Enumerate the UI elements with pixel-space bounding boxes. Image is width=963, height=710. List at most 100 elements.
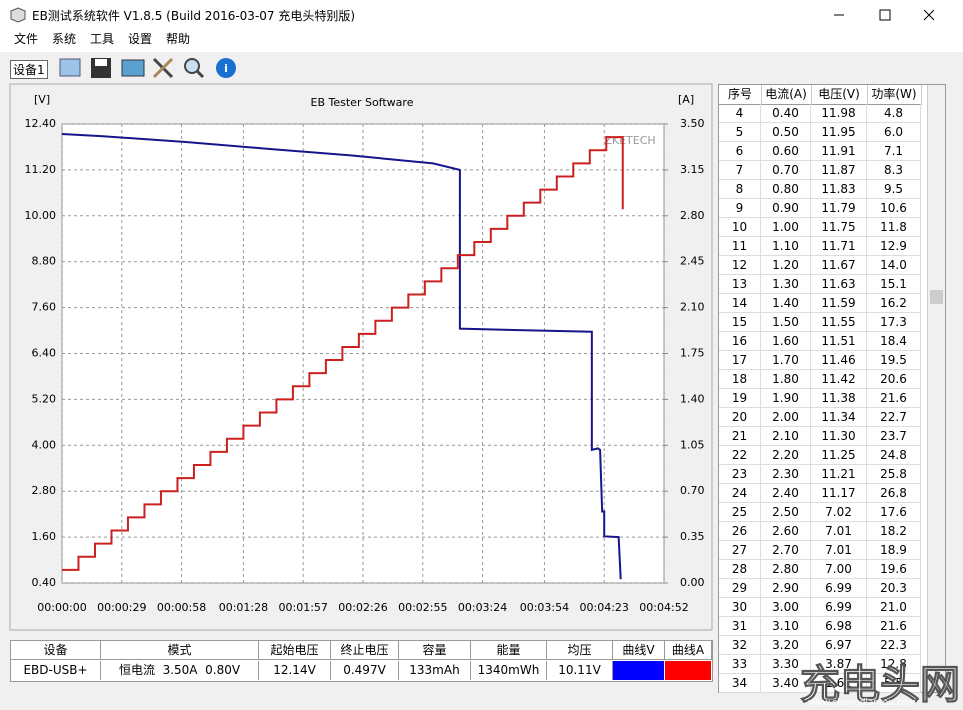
watermark-logo: 充电头网 xyxy=(800,662,961,709)
x-tick-label: 00:04:52 xyxy=(639,601,688,614)
table-cell: 15 xyxy=(719,313,761,332)
table-cell: 10.6 xyxy=(867,199,921,218)
scrollbar[interactable] xyxy=(927,85,945,692)
x-tick-label: 00:02:26 xyxy=(338,601,387,614)
table-cell: 11.79 xyxy=(811,199,867,218)
menu-item[interactable]: 系统 xyxy=(52,32,77,46)
table-cell: 11.71 xyxy=(811,237,867,256)
table-header: 电压(V) xyxy=(811,85,868,105)
table-cell: 2.40 xyxy=(761,484,811,503)
table-cell: 5 xyxy=(719,123,761,142)
menu-item[interactable]: 帮助 xyxy=(166,32,191,46)
y-tick-label: 2.80 xyxy=(32,484,57,497)
watermark-url: www.chongdiantou.com xyxy=(808,698,916,708)
x-tick-label: 00:02:55 xyxy=(398,601,447,614)
y2-tick-label: 2.80 xyxy=(680,209,705,222)
table-header: 模式 xyxy=(101,641,259,660)
table-cell: 25.8 xyxy=(867,465,921,484)
table-cell: 11.25 xyxy=(811,446,867,465)
table-cell: 14 xyxy=(719,294,761,313)
table-cell: 3.40 xyxy=(761,674,811,693)
table-cell: 11.38 xyxy=(811,389,867,408)
y-tick-label: 1.60 xyxy=(32,530,57,543)
table-cell: 1.00 xyxy=(761,218,811,237)
table-cell: 23.7 xyxy=(867,427,921,446)
y-tick-label: 11.20 xyxy=(25,163,57,176)
y2-tick-label: 0.70 xyxy=(680,484,705,497)
table-cell: 1.60 xyxy=(761,332,811,351)
y2-tick-label: 3.15 xyxy=(680,163,705,176)
y2-tick-label: 1.40 xyxy=(680,392,705,405)
table-cell: 3.20 xyxy=(761,636,811,655)
table-cell: 恒电流 3.50A 0.80V xyxy=(101,661,259,680)
table-cell: 17.6 xyxy=(867,503,921,522)
y-tick-label: 5.20 xyxy=(32,392,57,405)
table-cell: 6.98 xyxy=(811,617,867,636)
table-cell: 2.60 xyxy=(761,522,811,541)
data-table: 序号 电流(A) 电压(V) 功率(W) 4 0.40 11.98 4.8 5 0.50 11.95… xyxy=(718,84,946,693)
table-cell: 16 xyxy=(719,332,761,351)
table-cell: 20.6 xyxy=(867,370,921,389)
table-cell: 0.50 xyxy=(761,123,811,142)
table-cell: 1.80 xyxy=(761,370,811,389)
table-cell: 29 xyxy=(719,579,761,598)
table-cell: 1340mWh xyxy=(471,661,547,680)
scroll-thumb[interactable] xyxy=(930,290,943,304)
table-cell: 11.63 xyxy=(811,275,867,294)
table-cell: 23 xyxy=(719,465,761,484)
y-tick-label: 8.80 xyxy=(32,255,57,268)
table-cell: 22 xyxy=(719,446,761,465)
series-line xyxy=(61,132,622,580)
table-cell: 10.11V xyxy=(547,661,613,680)
title-bar: EB测试系统软件 V1.8.5 (Build 2016-03-07 充电头特别版… xyxy=(0,0,963,30)
table-cell: 10 xyxy=(719,218,761,237)
table-cell: 21.6 xyxy=(867,617,921,636)
table-cell: 6 xyxy=(719,142,761,161)
table-cell: 11.91 xyxy=(811,142,867,161)
table-cell: 25 xyxy=(719,503,761,522)
table-cell: 6.0 xyxy=(867,123,921,142)
table-cell: 11.87 xyxy=(811,161,867,180)
y2-tick-label: 1.75 xyxy=(680,347,705,360)
table-cell: 11.67 xyxy=(811,256,867,275)
y2-tick-label: 1.05 xyxy=(680,438,705,451)
table-cell: 18.2 xyxy=(867,522,921,541)
table-cell: 22.7 xyxy=(867,408,921,427)
table-cell: 21.0 xyxy=(867,598,921,617)
table-header: 曲线V xyxy=(613,641,665,660)
table-cell: 17 xyxy=(719,351,761,370)
menu-item[interactable]: 设置 xyxy=(128,32,153,46)
table-cell: 11.8 xyxy=(867,218,921,237)
window-controls[interactable] xyxy=(820,0,963,30)
table-cell: 11.21 xyxy=(811,465,867,484)
table-cell: 0.70 xyxy=(761,161,811,180)
series-line xyxy=(62,136,624,571)
table-cell: 11.17 xyxy=(811,484,867,503)
toolbar-icons[interactable]: i xyxy=(58,55,243,81)
y2-tick-label: 0.00 xyxy=(680,576,705,589)
table-cell: 7 xyxy=(719,161,761,180)
table-header: 设备 xyxy=(11,641,101,660)
table-cell: 1.30 xyxy=(761,275,811,294)
y-tick-label: 6.40 xyxy=(32,347,57,360)
table-cell: 2.10 xyxy=(761,427,811,446)
table-cell: 26.8 xyxy=(867,484,921,503)
table-cell: 11.95 xyxy=(811,123,867,142)
menu-item[interactable]: 文件 xyxy=(14,32,39,46)
table-header: 功率(W) xyxy=(867,85,922,105)
table-header: 能量 xyxy=(471,641,547,660)
y-axis-label: [V] xyxy=(34,93,50,106)
color-swatch[interactable] xyxy=(613,661,664,680)
table-cell: 33 xyxy=(719,655,761,674)
table-header: 电流(A) xyxy=(761,85,812,105)
table-cell: 19.6 xyxy=(867,560,921,579)
color-swatch[interactable] xyxy=(665,661,711,680)
table-cell: 1.61 xyxy=(811,674,867,693)
x-tick-label: 00:04:23 xyxy=(580,601,629,614)
menu-item[interactable]: 工具 xyxy=(90,32,115,46)
table-cell: 0.497V xyxy=(331,661,399,680)
table-cell: 24.8 xyxy=(867,446,921,465)
device-tab[interactable]: 设备1 xyxy=(10,60,48,79)
table-cell: 11.83 xyxy=(811,180,867,199)
